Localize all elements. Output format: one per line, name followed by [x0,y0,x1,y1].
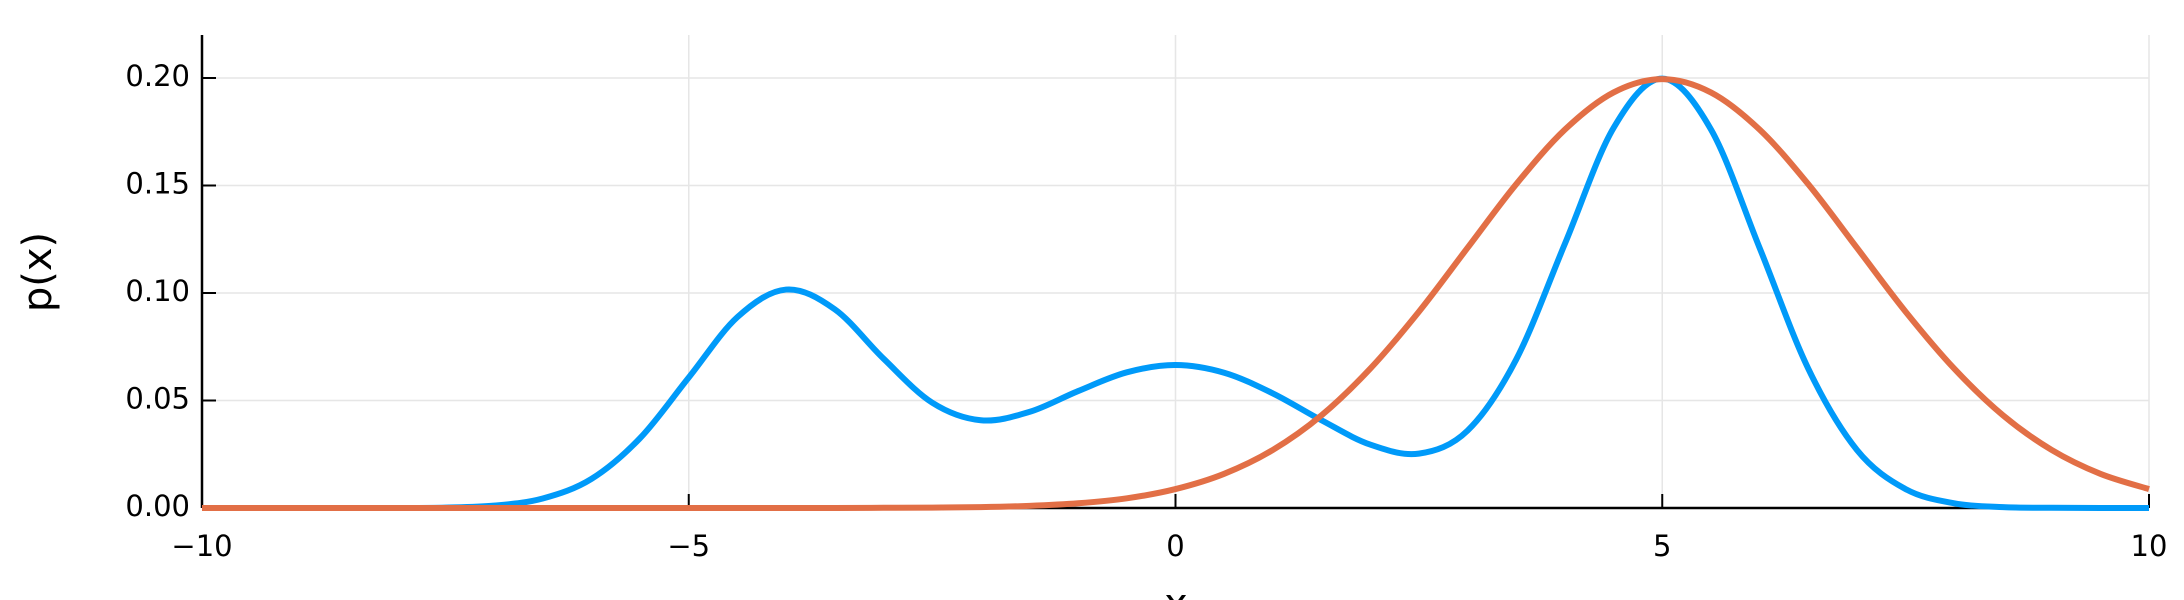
x-tick-label: −10 [171,529,232,563]
line-series [202,75,2150,512]
y-tick-label: 0.10 [125,274,190,308]
y-tick-label: 0.00 [125,489,190,523]
x-axis-label: x [1164,581,1188,600]
x-tick-label: 5 [1653,529,1671,563]
x-tick-label: −5 [667,529,710,563]
y-axis-label: p(x) [15,232,61,312]
x-tick-label: 0 [1166,529,1184,563]
line-series [202,76,2150,512]
y-tick-label: 0.05 [125,382,190,416]
y-tick-label: 0.15 [125,167,190,201]
x-tick-label: 10 [2131,529,2168,563]
y-tick-label: 0.20 [125,59,190,93]
